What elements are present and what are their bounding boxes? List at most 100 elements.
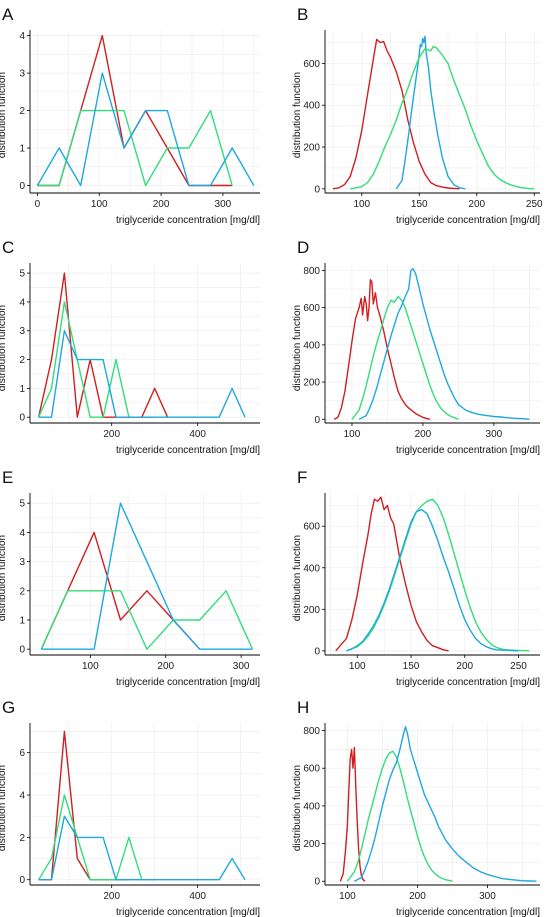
x-tick-label: 200 [103, 429, 120, 440]
series-line-green [346, 750, 453, 882]
series-line-green [350, 46, 535, 190]
x-tick-label: 250 [526, 199, 543, 210]
x-tick-label: 100 [344, 429, 361, 440]
panel-letter: D [297, 238, 309, 257]
series-line-blue [38, 330, 246, 418]
panel-h: 100 200 300 0 200 400 600 800 triglyceride conce… [292, 698, 540, 917]
x-tick-label: 300 [215, 199, 232, 210]
series-line-blue [38, 815, 246, 881]
series-line-red [335, 496, 449, 652]
y-tick-label: 0 [314, 415, 320, 426]
x-axis-label: triglyceride concentration [mg/dl] [396, 677, 540, 688]
panel-letter: C [2, 238, 14, 257]
x-tick-label: 400 [189, 429, 206, 440]
series-line-blue [358, 267, 530, 420]
y-tick-label: 600 [303, 764, 320, 775]
series-line-green [37, 109, 233, 187]
panel-g: 200 400 0 2 4 6 triglyceride concentration [mg… [0, 698, 260, 917]
x-tick-label: 400 [189, 891, 206, 902]
grid [325, 493, 540, 655]
panel-letter: B [297, 5, 308, 24]
panel-e: 100 200 300 0 1 2 3 4 5 triglyceride concentratio… [0, 468, 260, 688]
y-tick-label: 400 [303, 340, 320, 351]
grid [30, 493, 260, 655]
x-tick-label: 200 [468, 199, 485, 210]
y-tick-label: 600 [303, 59, 320, 70]
x-tick-label: 250 [510, 661, 527, 672]
y-tick-label: 800 [303, 726, 320, 737]
x-axis-label: triglyceride concentration [mg/dl] [396, 907, 540, 917]
grid [30, 263, 260, 423]
y-axis-label: distribution function [0, 765, 8, 851]
x-tick-label: 100 [91, 199, 108, 210]
y-tick-label: 2 [19, 355, 25, 366]
x-tick-label: 100 [339, 891, 356, 902]
y-tick-label: 400 [303, 801, 320, 812]
y-tick-label: 800 [303, 266, 320, 277]
y-axis-label: distribution function [292, 72, 303, 158]
y-tick-label: 2 [19, 586, 25, 597]
y-tick-label: 1 [19, 615, 25, 626]
panel-d: 100 200 300 0 200 400 600 800 triglyceride conce… [292, 238, 540, 456]
y-tick-label: 5 [19, 269, 25, 280]
panel-letter: A [2, 5, 14, 24]
series-line-red [333, 279, 431, 420]
y-axis-label: distribution function [292, 535, 303, 621]
panel-letter: G [2, 698, 15, 717]
y-tick-label: 400 [303, 563, 320, 574]
y-tick-label: 200 [303, 143, 320, 154]
x-axis-label: triglyceride concentration [mg/dl] [116, 215, 260, 226]
x-axis-label: triglyceride concentration [mg/dl] [396, 445, 540, 456]
y-tick-label: 4 [19, 31, 25, 42]
x-tick-label: 300 [479, 891, 496, 902]
y-tick-label: 400 [303, 101, 320, 112]
x-tick-label: 300 [233, 661, 250, 672]
panel-letter: E [2, 468, 13, 487]
series-line-blue [41, 502, 253, 650]
x-tick-label: 150 [411, 199, 428, 210]
series-line-blue [395, 35, 466, 190]
series-line-green [351, 295, 459, 420]
series-line-blue [346, 508, 519, 652]
y-tick-label: 5 [19, 499, 25, 510]
y-tick-label: 2 [19, 106, 25, 117]
y-axis-label: distribution function [0, 72, 8, 158]
x-tick-label: 200 [153, 199, 170, 210]
series-line-blue [354, 726, 537, 882]
grid [325, 30, 540, 193]
panel-b: 100 150 200 250 0 200 400 600 triglyceride conce… [292, 5, 543, 226]
y-tick-label: 200 [303, 605, 320, 616]
series-line-red [339, 746, 366, 882]
x-tick-label: 200 [157, 661, 174, 672]
grid [30, 723, 260, 885]
grid [325, 723, 540, 885]
x-tick-label: 200 [103, 891, 120, 902]
y-tick-label: 0 [314, 646, 320, 657]
x-axis-label: triglyceride concentration [mg/dl] [396, 215, 540, 226]
y-tick-label: 0 [314, 877, 320, 888]
panel-letter: H [297, 698, 309, 717]
y-tick-label: 0 [19, 875, 25, 886]
x-tick-label: 200 [409, 891, 426, 902]
y-tick-label: 0 [19, 413, 25, 424]
x-tick-label: 0 [35, 199, 41, 210]
series-line-blue [36, 72, 255, 187]
series-line-green [346, 498, 530, 652]
y-tick-label: 0 [19, 181, 25, 192]
y-tick-label: 200 [303, 378, 320, 389]
y-tick-label: 1 [19, 384, 25, 395]
y-tick-label: 0 [19, 645, 25, 656]
panel-a: 0 100 200 300 0 1 2 3 4 triglyceride concentratio… [0, 5, 260, 226]
y-tick-label: 600 [303, 303, 320, 314]
y-tick-label: 200 [303, 839, 320, 850]
y-tick-label: 0 [314, 184, 320, 195]
x-tick-label: 300 [486, 429, 503, 440]
y-axis-label: distribution function [0, 535, 8, 621]
x-tick-label: 100 [353, 199, 370, 210]
y-tick-label: 4 [19, 791, 25, 802]
y-axis-label: distribution function [292, 765, 303, 851]
y-axis-label: distribution function [0, 305, 8, 391]
x-axis-label: triglyceride concentration [mg/dl] [116, 907, 260, 917]
x-axis-label: triglyceride concentration [mg/dl] [116, 445, 260, 456]
